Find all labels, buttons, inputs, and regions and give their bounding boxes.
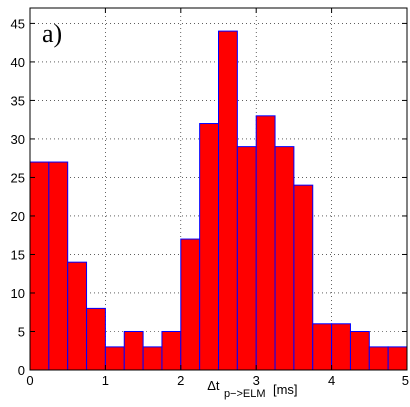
y-tick-label: 10 [11,286,25,301]
x-tick-label: 4 [328,373,335,388]
histogram-bar [387,346,408,371]
histogram-bar [48,161,69,371]
histogram-bar [236,146,257,371]
histogram-bar [312,323,333,371]
histogram-bar [293,184,314,371]
bars-layer [29,30,408,371]
histogram-bar [218,30,238,371]
histogram-bar [161,330,182,371]
histogram-bar [86,307,106,371]
x-tick-label: 2 [177,373,184,388]
y-tick-label: 30 [11,132,25,147]
x-tick-label: 0 [26,373,33,388]
x-axis-label: Δt p−>ELM [ms] [207,377,297,401]
histogram-bar [67,261,88,371]
x-axis-label-unit: [ms] [273,382,298,397]
y-tick-label: 15 [11,247,25,262]
histogram-bar [255,115,276,371]
x-tick-label: 5 [402,373,409,388]
plot-frame [29,7,408,371]
y-tick-label: 20 [11,209,25,224]
histogram-bar [180,238,201,371]
y-tick-label: 0 [18,363,25,378]
histogram-bar [123,330,144,371]
panel-label: a) [42,19,62,48]
histogram-bar [199,123,219,371]
y-tick-label: 45 [11,16,25,31]
histogram-bar [349,330,370,371]
y-tick-label: 25 [11,170,25,185]
x-axis-label-main: Δt [207,378,220,393]
histogram-bar [368,346,389,371]
histogram-bar [331,323,351,371]
x-tick-label: 1 [102,373,109,388]
x-axis-label-subscript: p−>ELM [224,388,266,400]
y-tick-label: 40 [11,55,25,70]
histogram-bar [142,346,163,371]
histogram-bar [104,346,125,371]
x-tick-label: 3 [253,373,260,388]
histogram-bar [274,146,295,371]
histogram-bar [29,161,50,371]
y-tick-label: 35 [11,93,25,108]
y-tick-label: 5 [18,324,25,339]
